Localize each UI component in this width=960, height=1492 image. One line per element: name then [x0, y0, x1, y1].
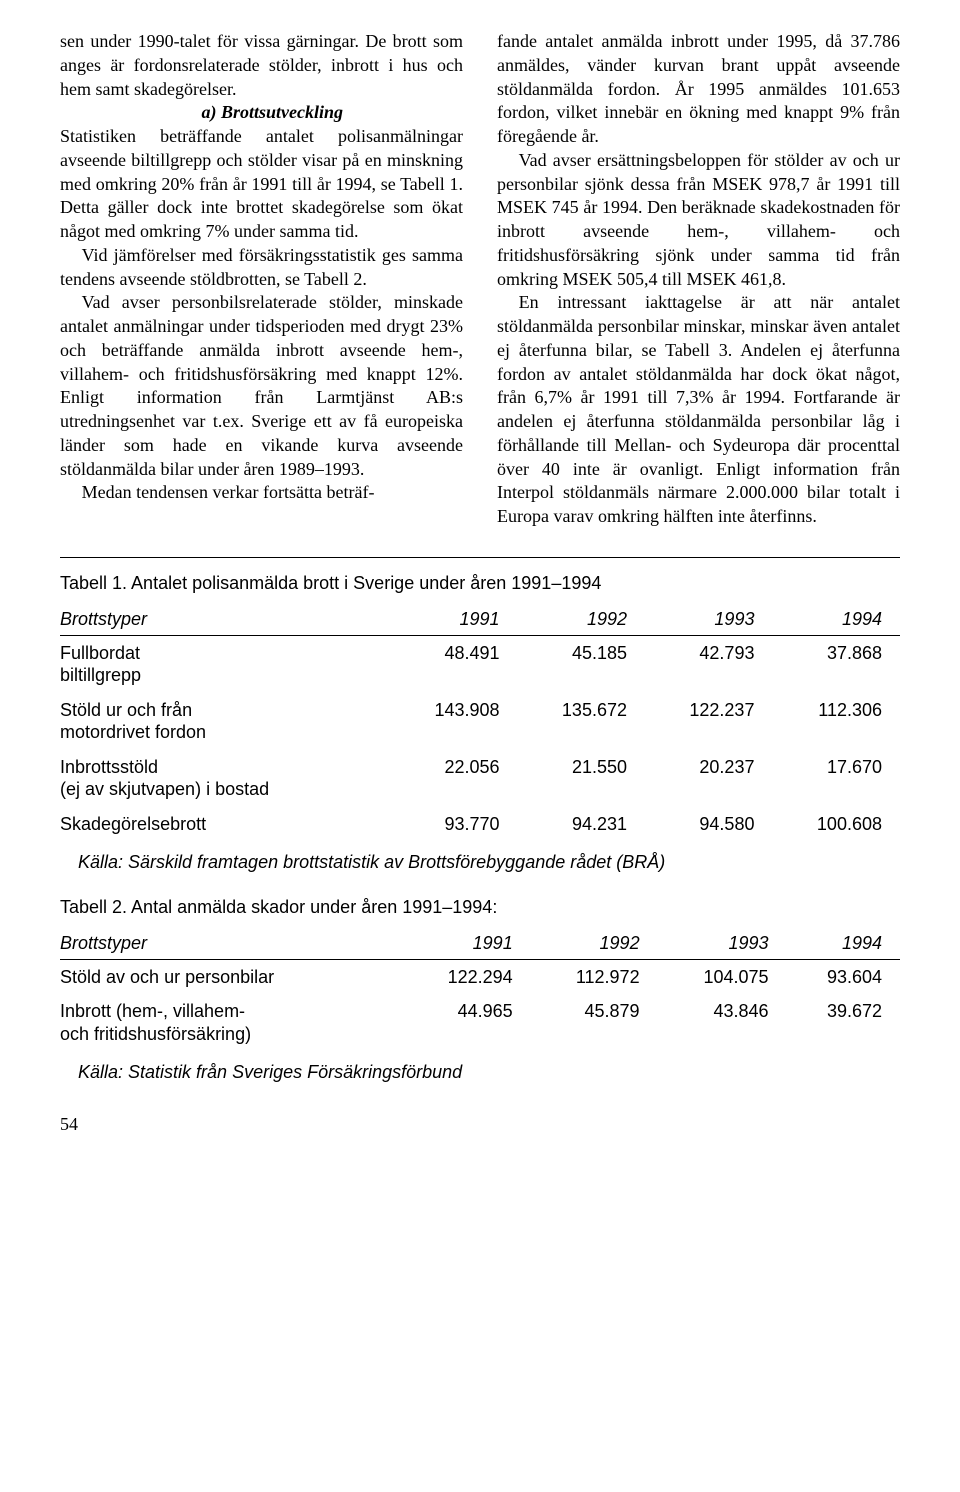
row-label: Inbrott (hem-, villahem- och fritidshusf…: [60, 994, 402, 1051]
table-row: Inbrottsstöld (ej av skjutvapen) i bosta…: [60, 750, 900, 807]
cell-value: 20.237: [645, 750, 772, 807]
cell-value: 104.075: [658, 959, 787, 994]
cell-value: 93.770: [390, 807, 517, 842]
cell-value: 39.672: [787, 994, 900, 1051]
cell-value: 37.868: [772, 635, 900, 693]
subheading-a: a) Brottsutveckling: [60, 101, 463, 125]
col-header: 1992: [531, 930, 658, 959]
cell-value: 17.670: [772, 750, 900, 807]
table-row: Fullbordat biltillgrepp48.49145.18542.79…: [60, 635, 900, 693]
cell-value: 93.604: [787, 959, 900, 994]
cell-value: 42.793: [645, 635, 772, 693]
col-header: 1993: [658, 930, 787, 959]
cell-value: 45.879: [531, 994, 658, 1051]
row-label: Stöld av och ur personbilar: [60, 959, 402, 994]
col-header: 1991: [390, 606, 517, 635]
row-label: Fullbordat biltillgrepp: [60, 635, 390, 693]
page-number: 54: [60, 1114, 900, 1135]
col-header: 1994: [787, 930, 900, 959]
cell-value: 122.294: [402, 959, 531, 994]
table-2-source: Källa: Statistik från Sveriges Försäkrin…: [78, 1061, 900, 1084]
table-1-title: Tabell 1. Antalet polisanmälda brott i S…: [60, 572, 900, 595]
cell-value: 112.972: [531, 959, 658, 994]
row-label: Stöld ur och från motordrivet fordon: [60, 693, 390, 750]
paragraph: sen under 1990-talet för vissa gärningar…: [60, 30, 463, 101]
table-row: Stöld ur och från motordrivet fordon143.…: [60, 693, 900, 750]
paragraph: En intressant iakttagelse är att när ant…: [497, 291, 900, 529]
paragraph: Vad avser personbilsrelaterade stölder, …: [60, 291, 463, 481]
col-header: 1991: [402, 930, 531, 959]
paragraph: Statistiken beträffande antalet polisanm…: [60, 125, 463, 244]
table-1-source: Källa: Särskild framtagen brottstatistik…: [78, 851, 900, 874]
col-header: Brottstyper: [60, 606, 390, 635]
table-2: Brottstyper 1991 1992 1993 1994 Stöld av…: [60, 930, 900, 1051]
cell-value: 94.580: [645, 807, 772, 842]
col-header: 1992: [518, 606, 645, 635]
table-2-block: Tabell 2. Antal anmälda skador under åre…: [60, 896, 900, 1084]
paragraph: Vid jämförelser med försäkringsstatistik…: [60, 244, 463, 292]
row-label: Inbrottsstöld (ej av skjutvapen) i bosta…: [60, 750, 390, 807]
col-header: 1993: [645, 606, 772, 635]
table-header-row: Brottstyper 1991 1992 1993 1994: [60, 606, 900, 635]
table-1-block: Tabell 1. Antalet polisanmälda brott i S…: [60, 572, 900, 874]
cell-value: 94.231: [518, 807, 645, 842]
paragraph-split-b: fande antalet anmälda inbrott under 1995…: [497, 30, 900, 149]
cell-value: 48.491: [390, 635, 517, 693]
cell-value: 143.908: [390, 693, 517, 750]
cell-value: 100.608: [772, 807, 900, 842]
cell-value: 21.550: [518, 750, 645, 807]
table-row: Skadegörelsebrott93.77094.23194.580100.6…: [60, 807, 900, 842]
table-header-row: Brottstyper 1991 1992 1993 1994: [60, 930, 900, 959]
cell-value: 43.846: [658, 994, 787, 1051]
cell-value: 135.672: [518, 693, 645, 750]
cell-value: 45.185: [518, 635, 645, 693]
cell-value: 44.965: [402, 994, 531, 1051]
cell-value: 22.056: [390, 750, 517, 807]
col-header: Brottstyper: [60, 930, 402, 959]
cell-value: 122.237: [645, 693, 772, 750]
row-label: Skadegörelsebrott: [60, 807, 390, 842]
table-1: Brottstyper 1991 1992 1993 1994 Fullbord…: [60, 606, 900, 841]
paragraph-split-a: Medan tendensen verkar fortsätta beträf-: [60, 481, 463, 505]
table-2-title: Tabell 2. Antal anmälda skador under åre…: [60, 896, 900, 919]
section-divider: [60, 557, 900, 558]
table-row: Inbrott (hem-, villahem- och fritidshusf…: [60, 994, 900, 1051]
paragraph: Vad avser ersättningsbeloppen för stölde…: [497, 149, 900, 292]
cell-value: 112.306: [772, 693, 900, 750]
col-header: 1994: [772, 606, 900, 635]
table-row: Stöld av och ur personbilar122.294112.97…: [60, 959, 900, 994]
body-text-columns: sen under 1990-talet för vissa gärningar…: [60, 30, 900, 529]
